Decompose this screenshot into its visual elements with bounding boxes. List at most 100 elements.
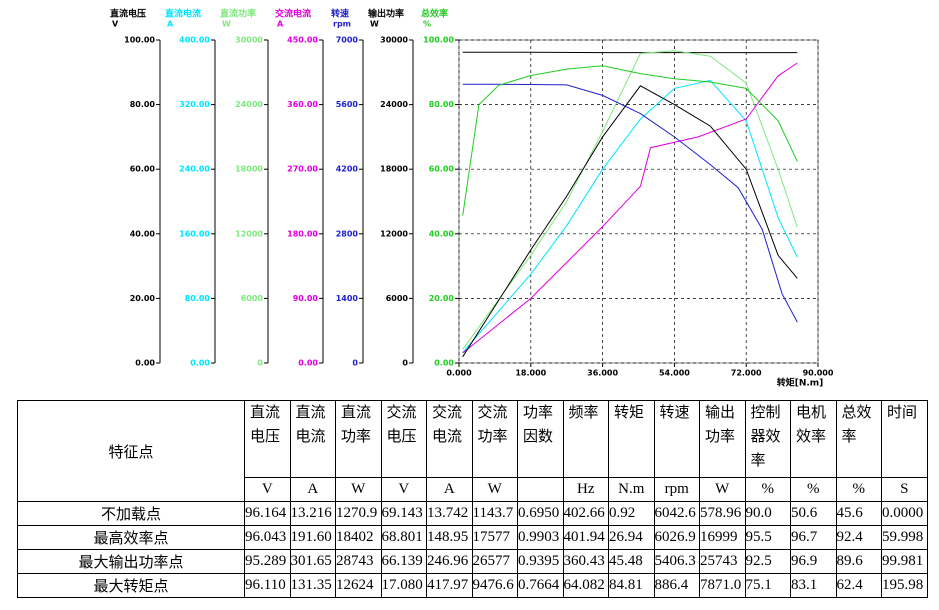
table-cell: % <box>744 477 791 502</box>
y-tick-label: 4200 <box>336 165 359 174</box>
series-line <box>462 83 798 323</box>
table-cell: rpm <box>653 477 700 502</box>
axis-unit: W <box>370 20 379 29</box>
table-cell: 96.164 <box>244 501 291 526</box>
axis-title: 转速 <box>331 8 349 20</box>
table-cell: 特征点 <box>17 400 245 502</box>
table-cell: 转矩 <box>608 400 655 478</box>
table-cell: 96.9 <box>790 549 837 574</box>
y-tick-label: 30000 <box>380 36 408 45</box>
table-cell: 最大转矩点 <box>17 573 245 598</box>
series-line <box>462 50 798 350</box>
table-cell: 96.110 <box>244 573 291 598</box>
table-cell: 64.082 <box>562 573 609 598</box>
y-tick-label: 0.00 <box>434 359 454 368</box>
table-cell: 直流电流 <box>289 400 336 478</box>
y-tick-label: 60.00 <box>130 165 156 174</box>
y-tick-label: 0 <box>257 359 263 368</box>
y-tick-label: 100.00 <box>423 36 454 45</box>
table-cell: 频率 <box>562 400 609 478</box>
table-cell: W <box>471 477 518 502</box>
table-cell: 83.1 <box>790 573 837 598</box>
table-cell: 148.95 <box>426 525 473 550</box>
axis-unit: V <box>112 20 119 29</box>
axis-unit: A <box>167 20 174 29</box>
y-tick-label: 12000 <box>380 229 408 238</box>
table-cell: V <box>380 477 427 502</box>
table-cell: A <box>426 477 473 502</box>
data-table: 特征点 直流电压 直流电流 直流功率 交流电压 交流电流 交流功率 功率因数 频率 转矩 转速 输出功… <box>17 400 928 598</box>
y-tick-label: 60.00 <box>429 165 455 174</box>
table-cell: 28743 <box>335 549 382 574</box>
y-tick-label: 20.00 <box>429 294 455 303</box>
series-line <box>462 62 798 354</box>
data-row: 最大输出功率点 95.289 301.65 28743 66.139 246.96 2657… <box>17 549 928 574</box>
table-cell: 1270.9 <box>335 501 382 526</box>
y-tick-label: 0 <box>352 359 358 368</box>
table-cell <box>517 477 564 502</box>
y-tick-label: 30000 <box>235 36 263 45</box>
table-cell: 191.60 <box>289 525 336 550</box>
table-cell: % <box>835 477 882 502</box>
y-tick-label: 12000 <box>235 229 263 238</box>
table-cell: 25743 <box>699 549 746 574</box>
table-cell: 控制器效率 <box>744 400 791 478</box>
table-cell: 68.801 <box>380 525 427 550</box>
table-cell: 417.97 <box>426 573 473 598</box>
table-cell: 直流功率 <box>335 400 382 478</box>
table-cell: 401.94 <box>562 525 609 550</box>
table-cell: 62.4 <box>835 573 882 598</box>
table-cell: 交流电流 <box>426 400 473 478</box>
table-cell: 9476.6 <box>471 573 518 598</box>
y-tick-label: 270.00 <box>287 165 318 174</box>
y-tick-label: 0 <box>402 359 408 368</box>
axis-unit: rpm <box>333 20 351 29</box>
table-cell: 131.35 <box>289 573 336 598</box>
table-cell: 功率因数 <box>517 400 564 478</box>
y-tick-label: 7000 <box>336 36 359 45</box>
table-cell: 95.5 <box>744 525 791 550</box>
y-tick-label: 450.00 <box>287 36 318 45</box>
table-cell: 246.96 <box>426 549 473 574</box>
series-line <box>462 65 798 216</box>
x-tick-label: 54.000 <box>659 369 690 378</box>
table-cell: 0.92 <box>608 501 655 526</box>
y-tick-label: 80.00 <box>185 294 211 303</box>
y-tick-label: 6000 <box>241 294 264 303</box>
x-tick-label: 36.000 <box>587 369 618 378</box>
table-cell: 输出功率 <box>699 400 746 478</box>
y-tick-label: 0.00 <box>298 359 318 368</box>
axis-title: 输出功率 <box>368 8 404 20</box>
table-cell: S <box>881 477 928 502</box>
table-cell: 84.81 <box>608 573 655 598</box>
table-cell: 6026.9 <box>653 525 700 550</box>
y-tick-label: 240.00 <box>179 165 210 174</box>
table-cell: 0.7664 <box>517 573 564 598</box>
table-cell: 12624 <box>335 573 382 598</box>
table-cell: 92.4 <box>835 525 882 550</box>
table-cell: 92.5 <box>744 549 791 574</box>
y-tick-label: 18000 <box>380 165 408 174</box>
table-cell: 45.48 <box>608 549 655 574</box>
table-cell: 交流功率 <box>471 400 518 478</box>
table-cell: 886.4 <box>653 573 700 598</box>
y-tick-label: 1400 <box>336 294 359 303</box>
table-cell: 17.080 <box>380 573 427 598</box>
table-cell: W <box>335 477 382 502</box>
table-cell: 5406.3 <box>653 549 700 574</box>
table-cell: 50.6 <box>790 501 837 526</box>
y-tick-label: 90.00 <box>293 294 319 303</box>
table-cell: 75.1 <box>744 573 791 598</box>
table-cell: 16999 <box>699 525 746 550</box>
table-cell: 17577 <box>471 525 518 550</box>
axis-title: 直流电压 <box>110 8 146 20</box>
y-tick-label: 20.00 <box>130 294 156 303</box>
table-cell: 59.998 <box>881 525 928 550</box>
table-cell: V <box>244 477 291 502</box>
table-cell: 6042.6 <box>653 501 700 526</box>
x-axis-label: 转矩[N.m] <box>777 377 824 389</box>
table-cell: 99.981 <box>881 549 928 574</box>
x-tick-label: 72.000 <box>731 369 762 378</box>
table-cell: A <box>289 477 336 502</box>
table-cell: 26.94 <box>608 525 655 550</box>
